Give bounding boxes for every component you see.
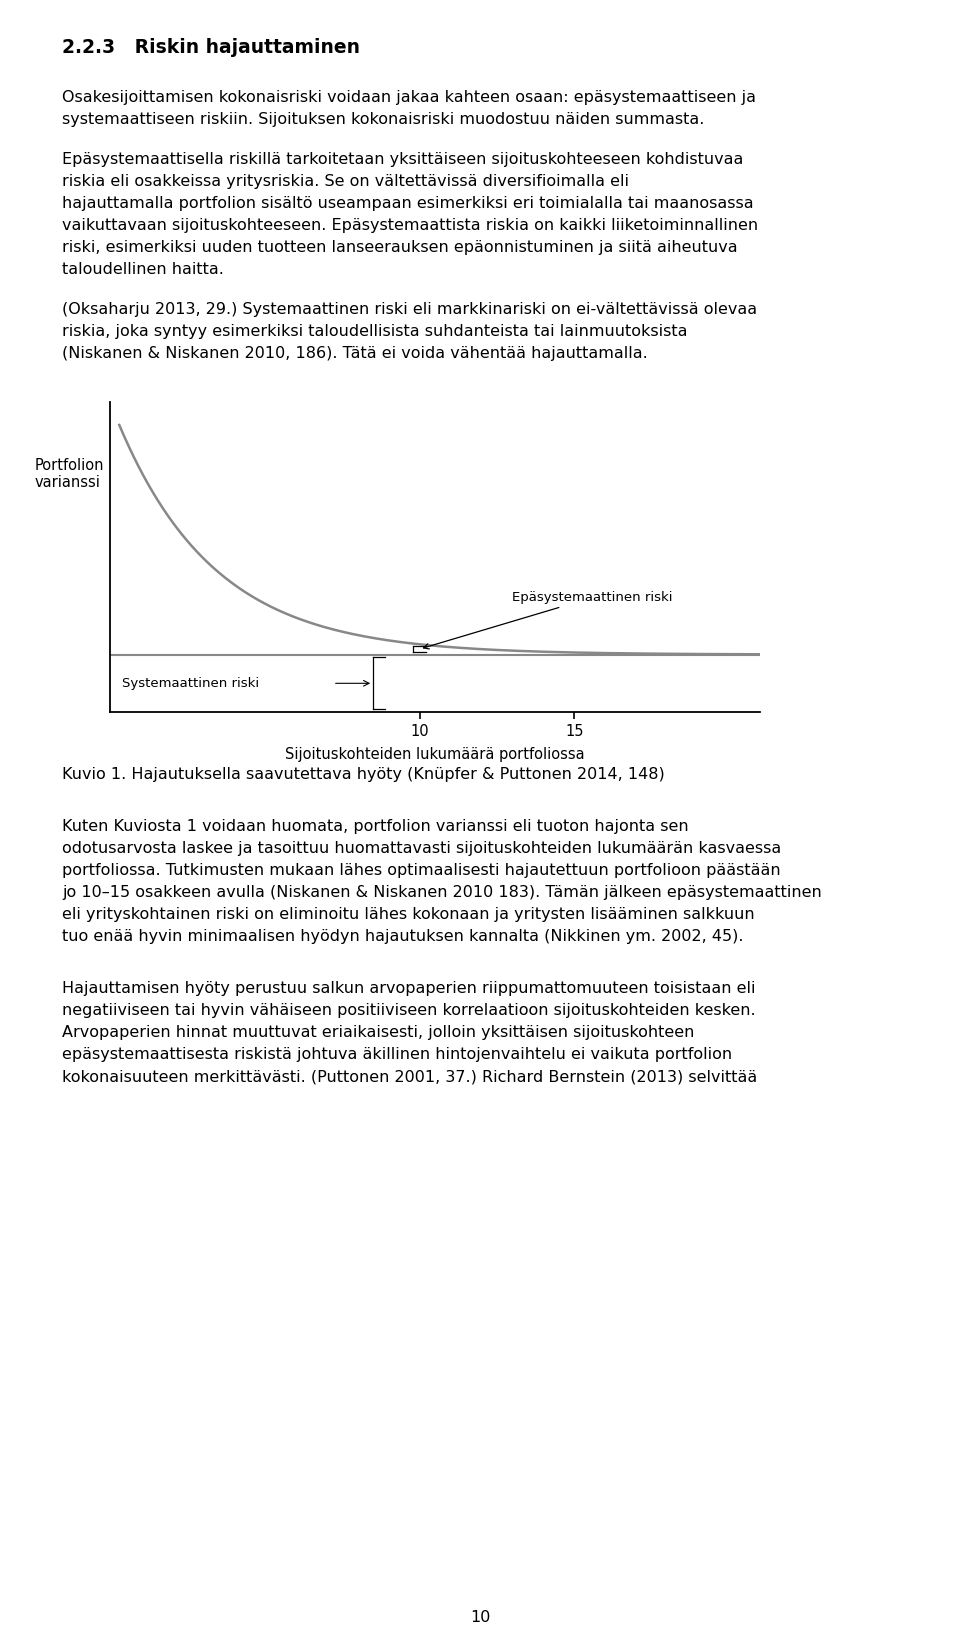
- Text: vaikuttavaan sijoituskohteeseen. Epäsystemaattista riskia on kaikki liiketoiminn: vaikuttavaan sijoituskohteeseen. Epäsyst…: [62, 218, 758, 233]
- Text: 10: 10: [469, 1609, 491, 1624]
- Text: Kuvio 1. Hajautuksella saavutettava hyöty (Knüpfer & Puttonen 2014, 148): Kuvio 1. Hajautuksella saavutettava hyöt…: [62, 767, 664, 782]
- Text: systemaattiseen riskiin. Sijoituksen kokonaisriski muodostuu näiden summasta.: systemaattiseen riskiin. Sijoituksen kok…: [62, 111, 705, 126]
- Text: jo 10–15 osakkeen avulla (Niskanen & Niskanen 2010 183). Tämän jälkeen epäsystem: jo 10–15 osakkeen avulla (Niskanen & Nis…: [62, 885, 822, 900]
- Text: riskia, joka syntyy esimerkiksi taloudellisista suhdanteista tai lainmuutoksista: riskia, joka syntyy esimerkiksi taloudel…: [62, 325, 687, 339]
- Text: (Niskanen & Niskanen 2010, 186). Tätä ei voida vähentää hajauttamalla.: (Niskanen & Niskanen 2010, 186). Tätä ei…: [62, 346, 648, 361]
- Text: Arvopaperien hinnat muuttuvat eriaikaisesti, jolloin yksittäisen sijoituskohteen: Arvopaperien hinnat muuttuvat eriaikaise…: [62, 1024, 694, 1041]
- Text: Epäsystemaattinen riski: Epäsystemaattinen riski: [423, 592, 673, 649]
- X-axis label: Sijoituskohteiden lukumäärä portfoliossa: Sijoituskohteiden lukumäärä portfoliossa: [285, 747, 585, 762]
- Text: Systemaattinen riski: Systemaattinen riski: [122, 677, 259, 690]
- Text: taloudellinen haitta.: taloudellinen haitta.: [62, 262, 224, 277]
- Text: epäsystemaattisesta riskistä johtuva äkillinen hintojenvaihtelu ei vaikuta portf: epäsystemaattisesta riskistä johtuva äki…: [62, 1047, 732, 1062]
- Text: eli yrityskohtainen riski on eliminoitu lähes kokonaan ja yritysten lisääminen s: eli yrityskohtainen riski on eliminoitu …: [62, 906, 755, 923]
- Text: kokonaisuuteen merkittävästi. (Puttonen 2001, 37.) Richard Bernstein (2013) selv: kokonaisuuteen merkittävästi. (Puttonen …: [62, 1069, 757, 1083]
- Text: hajauttamalla portfolion sisältö useampaan esimerkiksi eri toimialalla tai maano: hajauttamalla portfolion sisältö useampa…: [62, 197, 754, 211]
- Text: odotusarvosta laskee ja tasoittuu huomattavasti sijoituskohteiden lukumäärän kas: odotusarvosta laskee ja tasoittuu huomat…: [62, 841, 781, 856]
- Text: Kuten Kuviosta 1 voidaan huomata, portfolion varianssi eli tuoton hajonta sen: Kuten Kuviosta 1 voidaan huomata, portfo…: [62, 820, 688, 834]
- Text: negatiiviseen tai hyvin vähäiseen positiiviseen korrelaatioon sijoituskohteiden : negatiiviseen tai hyvin vähäiseen positi…: [62, 1003, 756, 1018]
- Text: 2.2.3   Riskin hajauttaminen: 2.2.3 Riskin hajauttaminen: [62, 38, 360, 57]
- Text: riskia eli osakkeissa yritysriskia. Se on vältettävissä diversifioimalla eli: riskia eli osakkeissa yritysriskia. Se o…: [62, 174, 629, 188]
- Text: Hajauttamisen hyöty perustuu salkun arvopaperien riippumattomuuteen toisistaan e: Hajauttamisen hyöty perustuu salkun arvo…: [62, 982, 756, 997]
- Text: (Oksaharju 2013, 29.) Systemaattinen riski eli markkinariski on ei-vältettävissä: (Oksaharju 2013, 29.) Systemaattinen ris…: [62, 302, 757, 316]
- Text: Portfolion
varianssi: Portfolion varianssi: [35, 457, 105, 490]
- Text: portfoliossa. Tutkimusten mukaan lähes optimaalisesti hajautettuun portfolioon p: portfoliossa. Tutkimusten mukaan lähes o…: [62, 864, 780, 879]
- Text: Epäsystemaattisella riskillä tarkoitetaan yksittäiseen sijoituskohteeseen kohdis: Epäsystemaattisella riskillä tarkoitetaa…: [62, 152, 743, 167]
- Text: Osakesijoittamisen kokonaisriski voidaan jakaa kahteen osaan: epäsystemaattiseen: Osakesijoittamisen kokonaisriski voidaan…: [62, 90, 756, 105]
- Text: tuo enää hyvin minimaalisen hyödyn hajautuksen kannalta (Nikkinen ym. 2002, 45).: tuo enää hyvin minimaalisen hyödyn hajau…: [62, 929, 743, 944]
- Text: riski, esimerkiksi uuden tuotteen lanseerauksen epäonnistuminen ja siitä aiheutu: riski, esimerkiksi uuden tuotteen lansee…: [62, 239, 737, 256]
